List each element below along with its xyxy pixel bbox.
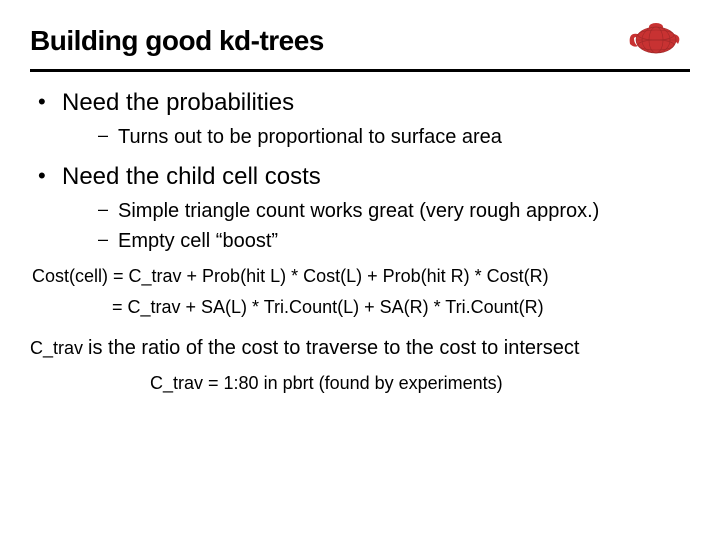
bullet-2-sub-1: Simple triangle count works great (very … <box>98 198 690 224</box>
bullet-1-text: Need the probabilities <box>62 89 294 116</box>
title-row: Building good kd-trees <box>30 18 690 63</box>
equation-line-1: Cost(cell) = C_trav + Prob(hit L) * Cost… <box>32 266 690 287</box>
teapot-logo <box>624 18 684 63</box>
bullet-2-sub-2: Empty cell “boost” <box>98 228 690 254</box>
equation-block: Cost(cell) = C_trav + Prob(hit L) * Cost… <box>32 266 690 318</box>
note-ctrav-prefix: C_trav <box>30 338 88 358</box>
note-ctrav-value: C_trav = 1:80 in pbrt (found by experime… <box>150 373 690 394</box>
title-rule <box>30 69 690 72</box>
bullet-1: Need the probabilities Turns out to be p… <box>36 88 690 150</box>
slide-title: Building good kd-trees <box>30 25 324 57</box>
equation-line-2: = C_trav + SA(L) * Tri.Count(L) + SA(R) … <box>32 297 690 318</box>
bullet-2: Need the child cell costs Simple triangl… <box>36 162 690 254</box>
slide: Building good kd-trees Need the pr <box>0 0 720 540</box>
bullet-1-sub-1: Turns out to be proportional to surface … <box>98 124 690 150</box>
bullet-list: Need the probabilities Turns out to be p… <box>30 88 690 254</box>
note-ctrav-body: is the ratio of the cost to traverse to … <box>88 337 579 359</box>
bullet-2-sublist: Simple triangle count works great (very … <box>62 198 690 254</box>
note-ctrav-def: C_trav is the ratio of the cost to trave… <box>30 336 690 361</box>
bullet-1-sublist: Turns out to be proportional to surface … <box>62 124 690 150</box>
bullet-2-text: Need the child cell costs <box>62 163 321 190</box>
